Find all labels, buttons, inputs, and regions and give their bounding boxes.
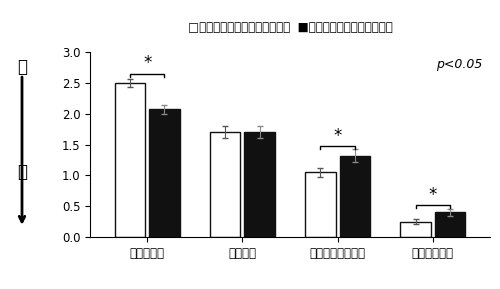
Text: 弱: 弱 bbox=[17, 163, 27, 181]
Text: *: * bbox=[143, 54, 152, 72]
Bar bbox=[400, 222, 431, 237]
Text: *: * bbox=[334, 127, 342, 145]
Bar bbox=[149, 109, 180, 237]
Bar bbox=[435, 212, 465, 237]
Text: p<0.05: p<0.05 bbox=[436, 58, 482, 71]
Bar bbox=[210, 132, 240, 237]
Bar bbox=[244, 132, 275, 237]
Bar bbox=[115, 83, 145, 237]
Bar bbox=[340, 155, 370, 237]
Text: 強: 強 bbox=[17, 58, 27, 75]
Text: *: * bbox=[428, 186, 437, 204]
Text: □ドういう音楽であるかの判断  ■聴き手が実際体験した情動: □ドういう音楽であるかの判断 ■聴き手が実際体験した情動 bbox=[188, 21, 392, 34]
Bar bbox=[305, 172, 336, 237]
